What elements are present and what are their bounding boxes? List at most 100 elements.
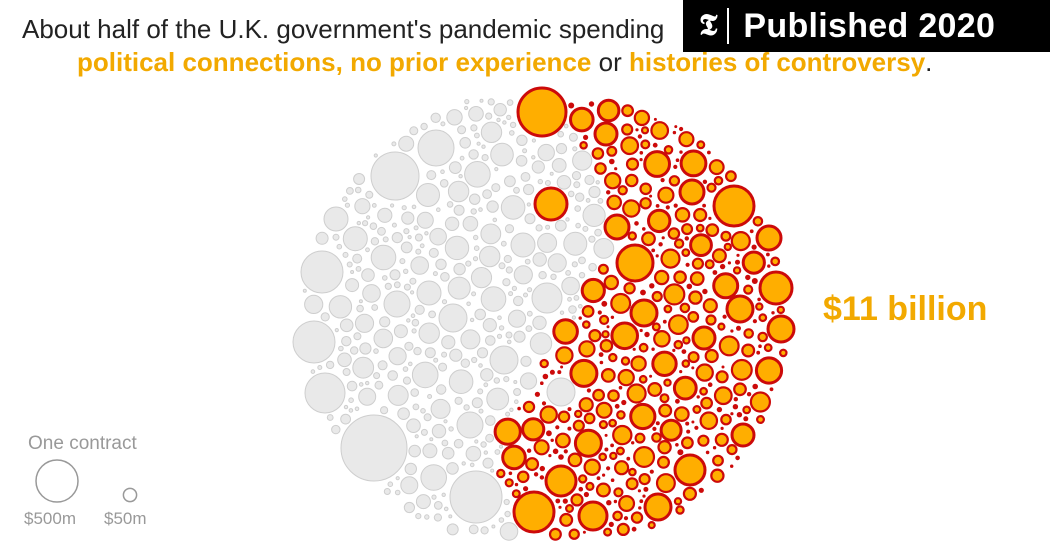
contract-bubble-other bbox=[402, 366, 409, 372]
contract-bubble-other bbox=[391, 222, 397, 228]
contract-bubble-other bbox=[515, 155, 528, 167]
contract-bubble-flagged bbox=[602, 473, 606, 477]
contract-bubble-flagged bbox=[562, 498, 568, 504]
contract-bubble-other bbox=[524, 258, 531, 265]
contract-bubble-flagged bbox=[630, 511, 644, 524]
contract-bubble-other bbox=[358, 382, 364, 387]
total-flagged-label: $11 billion bbox=[823, 290, 988, 328]
contract-bubble-other bbox=[568, 305, 577, 314]
contract-bubble-flagged bbox=[691, 325, 717, 351]
contract-bubble-flagged bbox=[655, 204, 660, 208]
contract-bubble-flagged bbox=[769, 387, 774, 392]
contract-bubble-flagged bbox=[678, 178, 706, 206]
contract-bubble-other bbox=[470, 208, 477, 215]
contract-bubble-other bbox=[563, 231, 588, 256]
contract-bubble-flagged bbox=[721, 365, 725, 369]
contract-bubble-flagged bbox=[652, 142, 658, 148]
contract-bubble-flagged bbox=[582, 530, 586, 534]
contract-bubble-other bbox=[426, 170, 437, 181]
contract-bubble-other bbox=[403, 501, 415, 514]
contract-bubble-flagged bbox=[712, 446, 717, 450]
contract-bubble-flagged bbox=[758, 344, 762, 349]
contract-bubble-flagged bbox=[679, 302, 691, 314]
contract-bubble-other bbox=[513, 380, 518, 384]
contract-bubble-flagged bbox=[679, 149, 708, 178]
contract-bubble-other bbox=[487, 98, 495, 106]
contract-bubble-other bbox=[469, 317, 475, 323]
contract-bubble-flagged bbox=[533, 472, 539, 477]
contract-bubble-flagged bbox=[633, 446, 656, 469]
contract-bubble-flagged bbox=[673, 453, 707, 487]
contract-bubble-flagged bbox=[606, 194, 622, 211]
contract-bubble-other bbox=[474, 439, 479, 444]
contract-bubble-other bbox=[439, 179, 449, 188]
contract-bubble-other bbox=[436, 207, 441, 212]
contract-bubble-other bbox=[315, 231, 329, 245]
contract-bubble-flagged bbox=[652, 426, 657, 431]
contract-bubble-other bbox=[391, 141, 397, 147]
contract-bubble-flagged bbox=[544, 464, 578, 498]
contract-bubble-other bbox=[482, 457, 494, 469]
contract-bubble-other bbox=[464, 161, 491, 188]
contract-bubble-other bbox=[419, 243, 425, 249]
contract-bubble-other bbox=[446, 109, 463, 126]
published-badge: 𝕿 Published 2020 bbox=[683, 0, 1050, 52]
contract-bubble-flagged bbox=[650, 121, 670, 140]
contract-bubble-other bbox=[457, 125, 467, 135]
contract-bubble-other bbox=[394, 489, 401, 496]
contract-bubble-other bbox=[574, 205, 582, 212]
contract-bubble-other bbox=[323, 206, 349, 232]
contract-bubble-flagged bbox=[708, 216, 712, 220]
contract-bubble-other bbox=[547, 253, 567, 273]
contract-bubble-other bbox=[503, 498, 510, 506]
contract-bubble-other bbox=[377, 226, 386, 236]
contract-bubble-flagged bbox=[672, 130, 677, 135]
contract-bubble-flagged bbox=[743, 416, 749, 422]
contract-bubble-flagged bbox=[758, 313, 768, 323]
contract-bubble-flagged bbox=[625, 157, 640, 171]
contract-bubble-other bbox=[342, 251, 349, 258]
contract-bubble-flagged bbox=[725, 170, 737, 183]
contract-bubble-other bbox=[477, 388, 484, 395]
contract-bubble-flagged bbox=[681, 223, 694, 236]
contract-bubble-other bbox=[446, 523, 459, 536]
contract-bubble-other bbox=[526, 202, 531, 207]
contract-bubble-flagged bbox=[603, 213, 631, 241]
contract-bubble-flagged bbox=[516, 86, 568, 138]
contract-bubble-flagged bbox=[598, 314, 610, 325]
contract-bubble-other bbox=[491, 524, 496, 529]
contract-bubble-flagged bbox=[686, 429, 691, 434]
contract-bubble-other bbox=[403, 283, 411, 291]
contract-bubble-other bbox=[387, 481, 394, 488]
contract-bubble-other bbox=[420, 428, 428, 436]
contract-bubble-other bbox=[344, 202, 350, 208]
contract-bubble-other bbox=[369, 222, 378, 230]
contract-bubble-other bbox=[531, 138, 537, 143]
contract-bubble-other bbox=[390, 203, 395, 208]
contract-bubble-other bbox=[459, 155, 465, 161]
contract-bubble-flagged bbox=[718, 335, 740, 357]
contract-bubble-flagged bbox=[647, 208, 672, 234]
contract-bubble-other bbox=[565, 217, 570, 222]
contract-bubble-flagged bbox=[710, 468, 725, 483]
contract-bubble-other bbox=[415, 513, 422, 520]
contract-bubble-other bbox=[410, 290, 415, 295]
contract-bubble-flagged bbox=[662, 319, 667, 324]
contract-bubble-flagged bbox=[705, 450, 710, 455]
contract-bubble-other bbox=[436, 384, 447, 395]
contract-bubble-other bbox=[411, 361, 439, 389]
contract-bubble-other bbox=[354, 313, 375, 333]
contract-bubble-other bbox=[588, 185, 601, 199]
contract-bubble-other bbox=[568, 132, 578, 142]
contract-bubble-other bbox=[448, 161, 462, 175]
contract-bubble-flagged bbox=[583, 134, 589, 140]
contract-bubble-flagged bbox=[651, 290, 663, 303]
contract-bubble-other bbox=[414, 304, 425, 315]
contract-bubble-flagged bbox=[679, 370, 683, 374]
contract-bubble-flagged bbox=[610, 315, 615, 319]
contract-bubble-flagged bbox=[686, 283, 693, 290]
contract-bubble-flagged bbox=[606, 145, 618, 157]
contract-bubble-other bbox=[563, 123, 569, 129]
contract-bubble-flagged bbox=[675, 398, 680, 404]
contract-bubble-flagged bbox=[526, 448, 532, 453]
